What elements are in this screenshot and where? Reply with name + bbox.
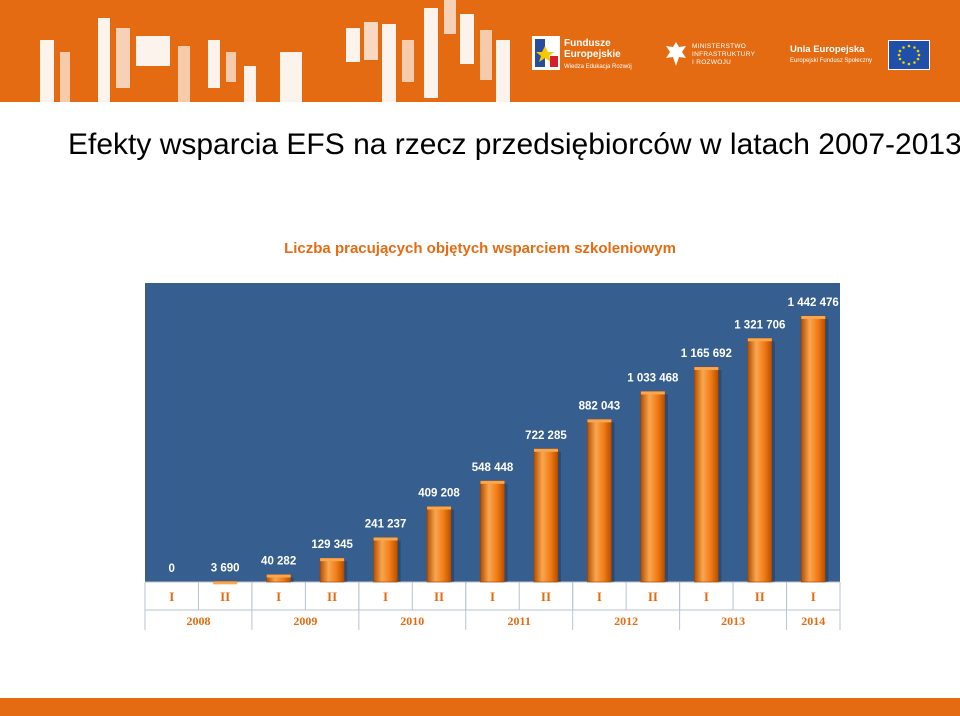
x-tick-label: I [383, 589, 388, 604]
bar [587, 419, 612, 583]
ministry-line2: INFRASTRUKTURY [692, 51, 756, 58]
data-label: 409 208 [418, 488, 460, 500]
fe-logo-line3: Wiedza Edukacja Rozwój [564, 64, 632, 70]
ministry-line3: I ROZWOJU [692, 59, 732, 66]
data-label: 0 [169, 563, 175, 575]
bar-cap [587, 419, 612, 423]
eu-flag-icon [888, 40, 930, 70]
bar [533, 448, 559, 583]
eu-logo-line2: Europejski Fundusz Społeczny [790, 58, 873, 64]
data-label: 548 448 [472, 462, 514, 474]
year-group-label: 2010 [400, 614, 424, 628]
footer-bar [0, 698, 960, 716]
data-label: 40 282 [261, 556, 296, 568]
bar [426, 506, 452, 583]
fundusze-europejskie-logo: Fundusze Europejskie Wiedza Edukacja Roz… [532, 30, 642, 80]
eu-logo: Unia Europejska Europejski Fundusz Społe… [790, 30, 940, 80]
bar-cap [320, 558, 345, 562]
eagle-icon [666, 42, 686, 66]
bar-cap [427, 506, 452, 510]
data-label: 1 442 476 [788, 297, 839, 309]
bar [800, 315, 826, 583]
bar-cap [533, 448, 558, 452]
year-group-label: 2013 [721, 614, 745, 628]
bar [319, 557, 345, 583]
data-label: 241 237 [365, 519, 407, 531]
x-tick-label: II [648, 589, 658, 604]
ministry-line1: MINISTERSTWO [692, 43, 747, 50]
year-group-label: 2011 [508, 614, 531, 628]
data-label: 882 043 [579, 400, 621, 412]
header-banner: Fundusze Europejskie Wiedza Edukacja Roz… [0, 0, 960, 102]
bar-cap [373, 537, 398, 541]
data-label: 722 285 [525, 430, 567, 442]
x-tick-label: II [220, 589, 230, 604]
x-tick-label: I [597, 589, 602, 604]
data-label: 129 345 [311, 539, 353, 551]
chart-title: Liczba pracujących objętych wsparciem sz… [284, 240, 676, 257]
x-tick-label: I [276, 589, 281, 604]
bar [694, 366, 719, 583]
x-tick-label: I [811, 589, 816, 604]
ministry-logo: MINISTERSTWO INFRASTRUKTURY I ROZWOJU [662, 30, 772, 80]
bar [747, 337, 773, 583]
bar [480, 480, 505, 583]
x-tick-label: I [169, 589, 174, 604]
year-group-label: 2012 [614, 614, 638, 628]
data-label: 1 033 468 [627, 372, 679, 384]
bar [640, 391, 666, 583]
year-group-label: 2014 [801, 614, 825, 628]
x-tick-label: I [704, 589, 709, 604]
bar-cap [640, 391, 665, 395]
x-tick-label: I [490, 589, 495, 604]
year-group-label: 2008 [186, 614, 210, 628]
decorative-blocks [40, 0, 510, 102]
bar-cap [694, 367, 719, 371]
eu-logo-line1: Unia Europejska [790, 44, 865, 55]
fe-star-icon [532, 36, 560, 70]
fe-logo-line2: Europejskie [564, 49, 621, 60]
page-title: Efekty wsparcia EFS na rzecz przedsiębio… [68, 128, 960, 161]
bar-cap [747, 338, 772, 342]
bar-cap [266, 574, 291, 578]
x-tick-label: II [541, 589, 551, 604]
x-tick-label: II [327, 589, 337, 604]
bar-cap [801, 316, 826, 319]
x-tick-label: II [434, 589, 444, 604]
data-label: 3 690 [211, 562, 240, 574]
bar-cap [213, 581, 238, 585]
bar-cap [480, 480, 505, 484]
data-label: 1 165 692 [681, 348, 732, 360]
fe-logo-line1: Fundusze [564, 38, 611, 49]
bar [373, 537, 398, 583]
year-group-label: 2009 [293, 614, 317, 628]
data-label: 1 321 706 [734, 319, 785, 331]
x-tick-label: II [755, 589, 765, 604]
